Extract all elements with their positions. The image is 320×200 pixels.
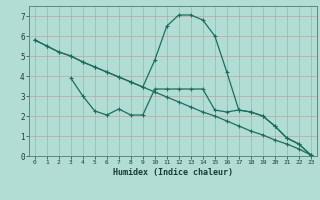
X-axis label: Humidex (Indice chaleur): Humidex (Indice chaleur) [113,168,233,177]
